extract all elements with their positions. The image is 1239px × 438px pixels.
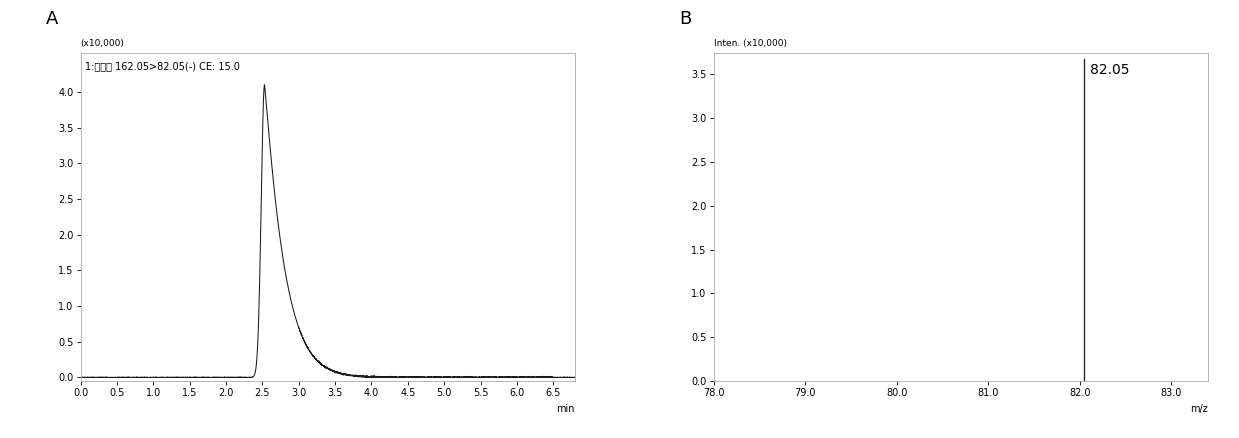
Text: B: B	[679, 10, 691, 28]
Text: min: min	[556, 404, 575, 414]
Text: A: A	[46, 10, 58, 28]
Text: (x10,000): (x10,000)	[81, 39, 124, 48]
Text: m/z: m/z	[1191, 404, 1208, 414]
Text: Inten. (x10,000): Inten. (x10,000)	[714, 39, 787, 48]
Text: 82.05: 82.05	[1090, 63, 1130, 77]
Text: 1:安赛蜜 162.05>82.05(-) CE: 15.0: 1:安赛蜜 162.05>82.05(-) CE: 15.0	[85, 61, 240, 71]
